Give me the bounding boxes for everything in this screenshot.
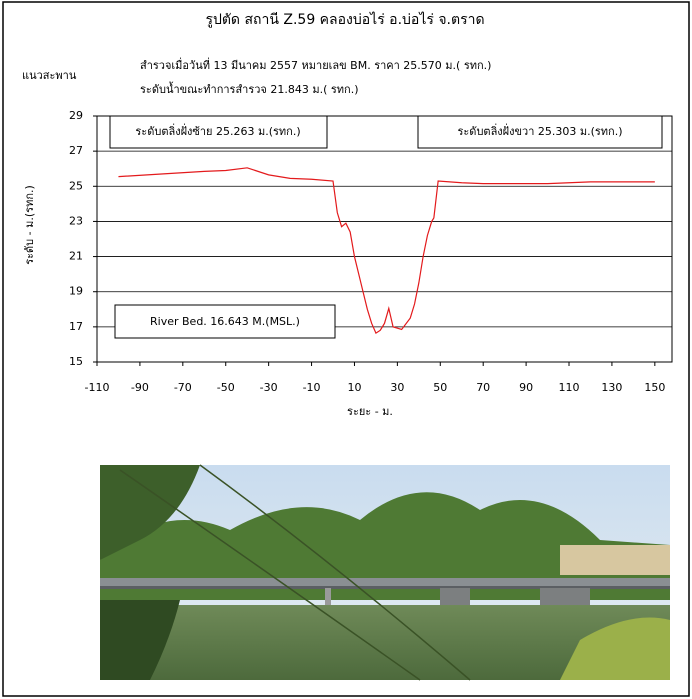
annotation: River Bed. 16.643 M.(MSL.)	[150, 315, 300, 328]
x-axis-label: ระยะ - ม.	[347, 405, 393, 418]
x-tick-label: -30	[260, 381, 278, 394]
y-tick-label: 15	[69, 355, 83, 368]
annotation-box	[417, 115, 663, 149]
annotation: ระดับตลิ่งฝั่งซ้าย 25.263 ม.(รทก.)	[135, 123, 300, 138]
x-tick-label: 130	[601, 381, 622, 394]
x-tick-label: 10	[347, 381, 361, 394]
annotation: ระดับตลิ่งฝั่งขวา 25.303 ม.(รทก.)	[457, 123, 622, 138]
plot: 15 17 19 21 23 25 27 29 -110 -90 -70 -50 -30 -10 10 30 5…	[69, 109, 673, 394]
annotation-box	[114, 304, 336, 339]
photo	[100, 464, 670, 681]
x-tick-label: -10	[303, 381, 321, 394]
y-tick-label: 21	[69, 250, 83, 263]
x-tick-label: 30	[390, 381, 404, 394]
survey-line: สำรวจเมื่อวันที่ 13 มีนาคม 2557 หมายเลข …	[140, 57, 491, 72]
y-tick-label: 29	[69, 109, 83, 122]
x-tick-label: -90	[131, 381, 149, 394]
x-tick-label: 90	[519, 381, 533, 394]
profile-line	[118, 167, 655, 335]
y-tick-label: 25	[69, 179, 83, 192]
water-line: ระดับน้ำขณะทำการสำรวจ 21.843 ม.( รทก.)	[140, 81, 359, 96]
y-tick-label: 27	[69, 144, 83, 157]
x-tick-label: 110	[559, 381, 580, 394]
x-tick-label: 150	[644, 381, 665, 394]
annotation-box	[109, 115, 328, 149]
bridge-label: แนวสะพาน	[22, 69, 77, 82]
y-axis-label: ระดับ - ม.(รทก.)	[23, 185, 36, 265]
y-tick-label: 19	[69, 285, 83, 298]
x-tick-label: 70	[476, 381, 490, 394]
x-tick-label: -50	[217, 381, 235, 394]
x-tick-label: -110	[85, 381, 110, 394]
y-tick-label: 17	[69, 320, 83, 333]
title: รูปตัด สถานี Z.59 คลองบ่อไร่ อ.บ่อไร่ จ.…	[205, 11, 484, 28]
y-tick-label: 23	[69, 214, 83, 227]
x-tick-label: 50	[433, 381, 447, 394]
x-tick-label: -70	[174, 381, 192, 394]
